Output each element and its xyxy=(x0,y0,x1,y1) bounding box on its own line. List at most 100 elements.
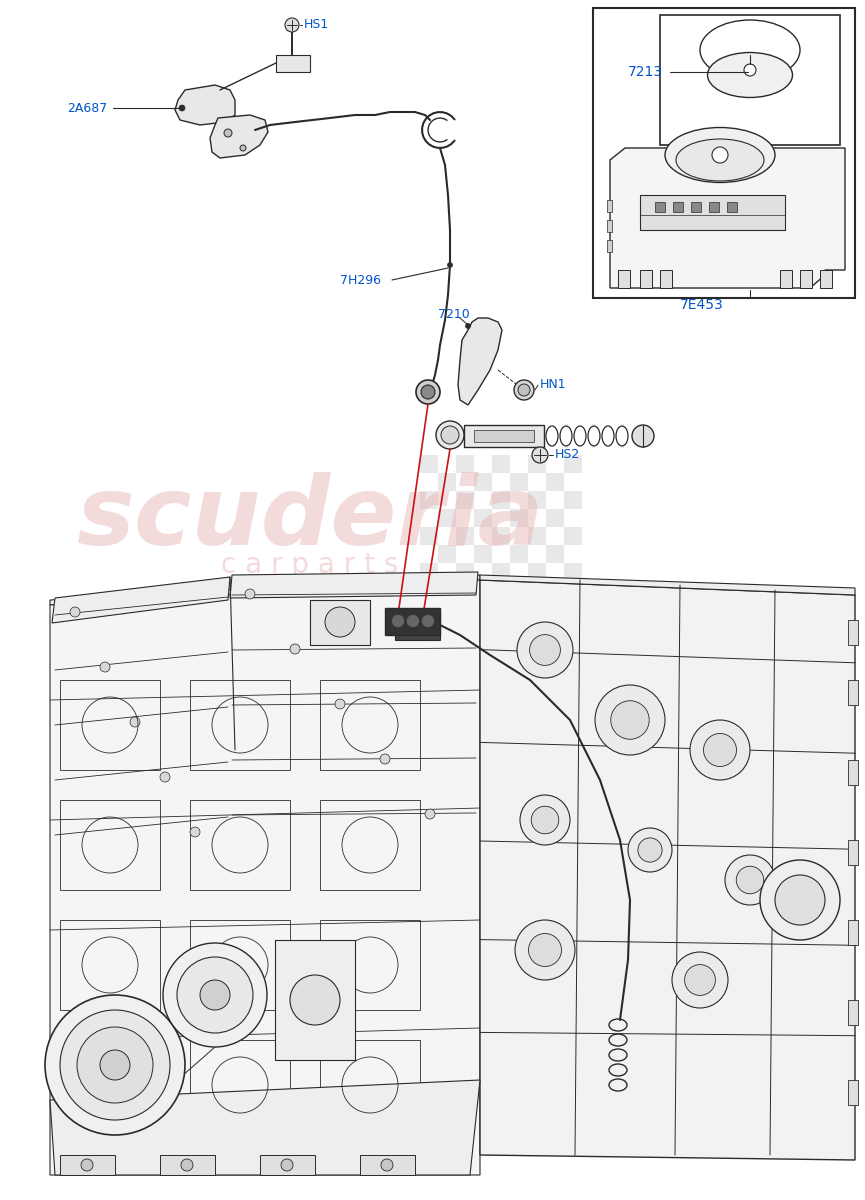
Bar xyxy=(60,800,160,890)
Bar xyxy=(320,1040,420,1130)
Bar xyxy=(320,920,420,1010)
Circle shape xyxy=(77,1027,153,1103)
Bar xyxy=(800,270,812,288)
Circle shape xyxy=(517,622,573,678)
Circle shape xyxy=(423,622,431,630)
Polygon shape xyxy=(50,575,480,605)
Circle shape xyxy=(531,806,559,834)
Circle shape xyxy=(441,426,459,444)
Circle shape xyxy=(399,622,407,630)
Circle shape xyxy=(240,145,246,151)
Bar xyxy=(320,680,420,770)
Bar xyxy=(848,680,858,704)
Bar xyxy=(564,491,582,509)
Text: HN1: HN1 xyxy=(540,378,567,391)
Text: HS2: HS2 xyxy=(555,449,580,462)
Bar xyxy=(655,202,665,212)
Bar xyxy=(420,455,438,473)
Circle shape xyxy=(421,385,435,398)
Circle shape xyxy=(60,1010,170,1120)
Circle shape xyxy=(514,380,534,400)
Bar xyxy=(607,220,612,232)
Circle shape xyxy=(775,875,825,925)
Bar xyxy=(848,1080,858,1105)
Circle shape xyxy=(190,827,200,838)
Circle shape xyxy=(179,104,185,110)
Circle shape xyxy=(392,614,404,626)
Bar xyxy=(640,194,785,230)
Polygon shape xyxy=(175,85,235,125)
Circle shape xyxy=(290,974,340,1025)
Circle shape xyxy=(81,1159,93,1171)
Bar xyxy=(564,563,582,581)
Bar xyxy=(510,545,528,563)
Circle shape xyxy=(411,622,419,630)
Circle shape xyxy=(70,607,80,617)
Circle shape xyxy=(522,388,526,392)
Bar xyxy=(190,680,290,770)
Circle shape xyxy=(529,635,561,665)
Bar xyxy=(160,1154,215,1175)
Bar xyxy=(190,920,290,1010)
Bar xyxy=(190,1040,290,1130)
Polygon shape xyxy=(480,575,855,595)
Bar xyxy=(691,202,701,212)
Circle shape xyxy=(672,952,728,1008)
Bar xyxy=(360,1154,415,1175)
Circle shape xyxy=(100,662,110,672)
Bar xyxy=(492,563,510,581)
Bar xyxy=(564,527,582,545)
Polygon shape xyxy=(230,572,478,598)
Bar xyxy=(464,425,544,446)
Polygon shape xyxy=(395,612,440,640)
Circle shape xyxy=(290,644,300,654)
Bar xyxy=(607,240,612,252)
Text: 7H296: 7H296 xyxy=(340,274,381,287)
Text: 7E453: 7E453 xyxy=(680,298,724,312)
Text: 7213: 7213 xyxy=(628,65,663,79)
Circle shape xyxy=(100,1050,130,1080)
Bar xyxy=(474,430,534,442)
Circle shape xyxy=(725,854,775,905)
Bar xyxy=(474,473,492,491)
Circle shape xyxy=(744,64,756,76)
Polygon shape xyxy=(458,318,502,404)
Text: 7210: 7210 xyxy=(438,308,470,322)
Circle shape xyxy=(611,701,650,739)
Bar xyxy=(640,270,652,288)
Circle shape xyxy=(690,720,750,780)
Polygon shape xyxy=(385,608,440,635)
Polygon shape xyxy=(610,148,845,288)
Bar xyxy=(60,920,160,1010)
Circle shape xyxy=(285,18,299,32)
Bar xyxy=(456,455,474,473)
Polygon shape xyxy=(52,577,230,623)
Circle shape xyxy=(520,794,570,845)
Circle shape xyxy=(515,920,575,980)
Bar xyxy=(727,202,737,212)
Bar xyxy=(607,200,612,212)
Circle shape xyxy=(518,384,530,396)
Bar xyxy=(456,527,474,545)
Circle shape xyxy=(181,1159,193,1171)
Polygon shape xyxy=(50,580,480,1175)
Bar xyxy=(546,473,564,491)
Bar xyxy=(593,8,855,298)
Circle shape xyxy=(595,685,665,755)
Circle shape xyxy=(380,754,390,764)
Bar xyxy=(474,545,492,563)
Text: HS1: HS1 xyxy=(304,18,330,31)
Bar xyxy=(820,270,832,288)
Circle shape xyxy=(325,607,355,637)
Circle shape xyxy=(130,716,140,727)
Bar xyxy=(709,202,719,212)
Bar xyxy=(190,800,290,890)
Circle shape xyxy=(532,446,548,463)
Bar xyxy=(564,455,582,473)
Ellipse shape xyxy=(708,53,792,97)
Bar xyxy=(456,491,474,509)
Circle shape xyxy=(425,809,435,818)
Bar xyxy=(546,509,564,527)
Circle shape xyxy=(529,934,561,966)
Circle shape xyxy=(381,1159,393,1171)
